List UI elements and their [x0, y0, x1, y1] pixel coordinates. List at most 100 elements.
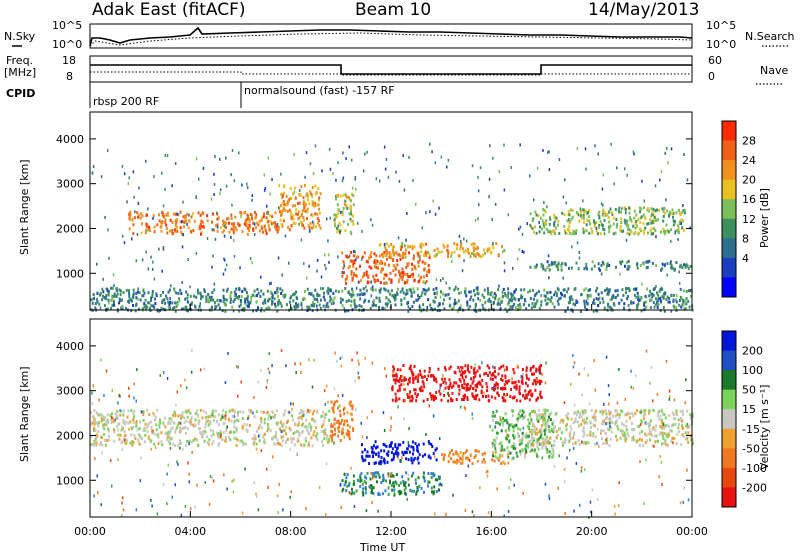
- heatmap-cell-0: [301, 411, 304, 415]
- heatmap-cell-4: [459, 244, 462, 248]
- heatmap-cell-3: [351, 276, 354, 280]
- heatmap-cell-1: [314, 204, 317, 207]
- heatmap-cell-1: [302, 223, 305, 227]
- heatmap-cell-7: [359, 293, 361, 297]
- heatmap-scatter: [327, 239, 329, 243]
- heatmap-cell-6: [489, 377, 492, 381]
- heatmap-scatter: [162, 371, 165, 374]
- heatmap-cell-7: [222, 294, 225, 298]
- heatmap-cell-3: [417, 488, 420, 492]
- heatmap-cell-6: [454, 371, 457, 375]
- heatmap-cell-6: [415, 399, 418, 403]
- heatmap-cell-7: [483, 295, 486, 299]
- heatmap-cell-0: [215, 409, 217, 413]
- heatmap-cell-0: [153, 225, 156, 229]
- heatmap-cell-6: [530, 393, 533, 397]
- heatmap-cell-0: [97, 424, 100, 428]
- heatmap-cell-3: [422, 280, 425, 284]
- heatmap-cell-1: [291, 214, 294, 218]
- heatmap-cell-0: [139, 420, 141, 424]
- heatmap-cell-0: [196, 409, 199, 413]
- heatmap-cell-0: [246, 429, 249, 432]
- heatmap-cell-3: [393, 493, 396, 497]
- heatmap-cell-6: [585, 262, 588, 266]
- heatmap-cell-5: [524, 455, 527, 459]
- heatmap-scatter: [494, 425, 497, 429]
- heatmap-cell-5: [549, 215, 551, 219]
- heatmap-scatter: [506, 433, 508, 437]
- heatmap-cell-1: [291, 204, 294, 208]
- heatmap-cell-7: [556, 294, 558, 298]
- heatmap-cell-0: [273, 225, 276, 229]
- heatmap-cell-0: [260, 410, 263, 414]
- heatmap-cell-0: [190, 440, 193, 444]
- heatmap-cell-7: [664, 439, 667, 443]
- heatmap-scatter: [568, 217, 570, 221]
- heatmap-cell-4: [392, 245, 395, 249]
- heatmap-cell-0: [132, 418, 135, 421]
- heatmap-cell-7: [250, 299, 253, 303]
- heatmap-cell-7: [199, 293, 202, 297]
- heatmap-cell-0: [241, 426, 244, 430]
- heatmap-cell-0: [180, 230, 183, 234]
- heatmap-cell-1: [342, 427, 345, 431]
- heatmap-scatter: [121, 164, 124, 168]
- heatmap-scatter: [643, 502, 645, 505]
- heatmap-cell-7: [672, 423, 675, 427]
- heatmap-cell-0: [205, 420, 208, 424]
- heatmap-cell-7: [135, 292, 138, 295]
- freq-panel: [89, 55, 693, 83]
- heatmap-cell-7: [577, 439, 580, 442]
- freq-trace: [90, 64, 692, 75]
- heatmap-cell-0: [234, 410, 237, 414]
- heatmap-scatter: [282, 508, 284, 512]
- heatmap-cell-7: [429, 303, 432, 307]
- heatmap-cell-2: [395, 450, 398, 454]
- heatmap-cell-0: [188, 220, 191, 224]
- heatmap-cell-0: [173, 410, 175, 414]
- heatmap-cell-0: [209, 419, 212, 423]
- heatmap-scatter: [219, 192, 221, 196]
- heatmap-cell-5: [588, 231, 591, 235]
- heatmap-cell-5: [585, 212, 588, 216]
- heatmap-scatter: [670, 147, 673, 151]
- heatmap-scatter: [293, 190, 296, 194]
- heatmap-cell-5: [582, 208, 585, 212]
- heatmap-cell-7: [627, 287, 630, 291]
- heatmap-cell-3: [381, 267, 384, 271]
- heatmap-cell-7: [184, 305, 187, 309]
- heatmap-cell-7: [210, 295, 213, 299]
- heatmap-cell-3: [438, 477, 441, 481]
- heatmap-cell-7: [523, 288, 526, 292]
- heatmap-scatter: [494, 202, 497, 206]
- heatmap-scatter: [314, 144, 317, 148]
- heatmap-scatter: [246, 297, 249, 301]
- heatmap-cell-0: [263, 225, 266, 229]
- heatmap-cell-5: [678, 208, 680, 212]
- heatmap-cell-5: [536, 417, 539, 421]
- heatmap-cell-7: [458, 291, 461, 295]
- heatmap-cell-7: [604, 289, 607, 293]
- heatmap-cell-6: [689, 265, 692, 268]
- heatmap-cell-7: [553, 425, 556, 428]
- heatmap-cell-5: [507, 449, 510, 453]
- heatmap-scatter: [578, 372, 580, 376]
- heatmap-cell-5: [554, 219, 557, 223]
- heatmap-scatter: [169, 297, 171, 300]
- heatmap-cell-6: [444, 386, 447, 390]
- heatmap-scatter: [268, 282, 271, 286]
- heatmap-scatter: [284, 294, 286, 298]
- heatmap-cell-0: [257, 223, 260, 227]
- heatmap-cell-2: [435, 458, 438, 462]
- heatmap-cell-3: [341, 479, 344, 483]
- heatmap-cell-7: [256, 287, 259, 291]
- heatmap-cell-7: [606, 415, 608, 419]
- heatmap-cell-6: [521, 374, 524, 378]
- heatmap-cell-6: [444, 381, 447, 385]
- heatmap-cell-0: [136, 428, 139, 432]
- heatmap-scatter: [147, 267, 150, 271]
- heatmap-cell-6: [560, 264, 563, 268]
- heatmap-scatter: [340, 505, 343, 509]
- heatmap-cell-6: [464, 375, 467, 379]
- heatmap-cell-7: [249, 301, 252, 305]
